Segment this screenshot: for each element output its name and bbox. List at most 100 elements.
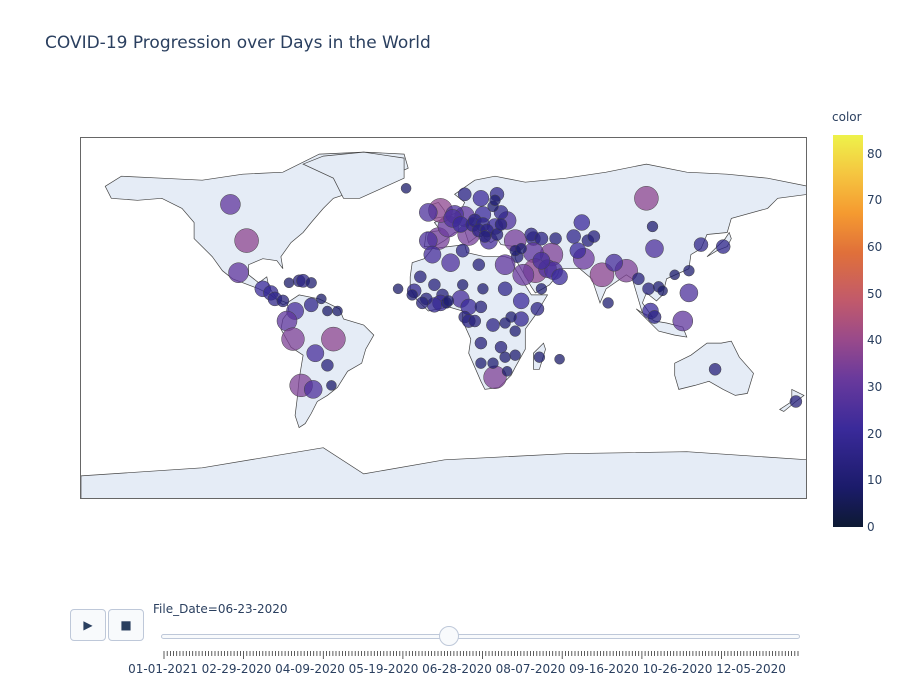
map-bubble[interactable]: [499, 317, 511, 329]
map-bubble[interactable]: [573, 214, 591, 231]
map-bubble[interactable]: [276, 294, 290, 308]
map-bubble[interactable]: [303, 297, 319, 313]
slider-tick-label[interactable]: 04-09-2020: [275, 662, 345, 676]
map-bubble[interactable]: [530, 302, 545, 316]
map-bubble[interactable]: [423, 245, 442, 264]
slider-tick-label[interactable]: 08-07-2020: [495, 662, 566, 676]
map-bubble[interactable]: [605, 253, 623, 272]
slider-tick-label[interactable]: 12-05-2020: [716, 662, 786, 676]
map-bubble[interactable]: [419, 203, 438, 222]
slider-tick-label[interactable]: 02-29-2020: [201, 662, 272, 676]
landmass: [104, 151, 409, 306]
map-bubble[interactable]: [494, 218, 508, 231]
map-bubble[interactable]: [587, 230, 601, 243]
slider-tick-label[interactable]: 01-01-2021: [128, 662, 198, 676]
map-bubble[interactable]: [321, 359, 334, 372]
slider-tick-label[interactable]: 09-16-2020: [569, 662, 639, 676]
map-bubble[interactable]: [534, 231, 549, 246]
map-bubble[interactable]: [489, 194, 501, 206]
world-map[interactable]: [80, 137, 807, 499]
map-bubble[interactable]: [392, 283, 404, 295]
slider-ticks: [163, 651, 799, 659]
map-bubble[interactable]: [442, 295, 455, 307]
map-bubble[interactable]: [602, 297, 614, 309]
map-bubble[interactable]: [441, 253, 460, 272]
map-bubble[interactable]: [708, 363, 722, 376]
map-bubble[interactable]: [281, 327, 305, 351]
map-bubble[interactable]: [566, 229, 581, 244]
map-bubble[interactable]: [455, 243, 470, 258]
map-bubble[interactable]: [693, 237, 709, 252]
map-bubble[interactable]: [416, 296, 429, 310]
map-bubble[interactable]: [303, 380, 323, 399]
map-bubble[interactable]: [326, 380, 337, 391]
map-bubble[interactable]: [321, 326, 346, 352]
map-bubble[interactable]: [474, 336, 488, 350]
map-bubble[interactable]: [474, 300, 488, 314]
map-bubble[interactable]: [428, 278, 441, 292]
map-bubble[interactable]: [499, 351, 511, 363]
map-bubble[interactable]: [497, 281, 513, 297]
map-bubble[interactable]: [657, 285, 668, 297]
play-icon: ▶: [83, 618, 93, 632]
map-bubble[interactable]: [322, 305, 333, 317]
map-bubble[interactable]: [457, 187, 472, 202]
map-bubble[interactable]: [509, 325, 521, 337]
map-bubble[interactable]: [512, 292, 530, 310]
map-bubble[interactable]: [472, 258, 486, 271]
map-bubble[interactable]: [457, 279, 469, 291]
map-bubble[interactable]: [509, 349, 521, 361]
slider-tick-label[interactable]: 05-19-2020: [348, 662, 419, 676]
slider-tick-label[interactable]: 06-28-2020: [422, 662, 492, 676]
map-bubble[interactable]: [468, 314, 482, 328]
map-bubble[interactable]: [512, 263, 535, 286]
colorbar: [833, 135, 863, 527]
map-bubble[interactable]: [475, 357, 487, 369]
slider-tick-label[interactable]: 10-26-2020: [642, 662, 713, 676]
map-bubble[interactable]: [316, 293, 327, 305]
slider-track[interactable]: [161, 634, 800, 639]
map-bubble[interactable]: [669, 269, 680, 281]
map-bubble[interactable]: [554, 353, 565, 365]
map-bubble[interactable]: [283, 277, 295, 289]
stop-button[interactable]: ■: [108, 609, 144, 641]
map-bubble[interactable]: [551, 268, 568, 286]
colorbar-tick-label: 30: [867, 380, 883, 394]
map-bubble[interactable]: [646, 220, 659, 233]
map-bubble[interactable]: [494, 254, 516, 275]
map-bubble[interactable]: [789, 395, 803, 408]
map-bubble[interactable]: [487, 357, 499, 369]
map-bubble[interactable]: [228, 262, 249, 283]
map-bubble[interactable]: [569, 242, 587, 259]
map-bubble[interactable]: [494, 340, 508, 354]
map-bubble[interactable]: [647, 310, 662, 324]
map-bubble[interactable]: [549, 232, 562, 245]
map-bubble[interactable]: [634, 186, 659, 211]
map-bubble[interactable]: [414, 270, 427, 284]
play-button[interactable]: ▶: [70, 609, 106, 641]
map-bubble[interactable]: [642, 282, 655, 296]
map-bubble[interactable]: [478, 230, 492, 243]
map-bubble[interactable]: [406, 289, 418, 301]
map-bubble[interactable]: [486, 318, 500, 332]
map-bubble[interactable]: [515, 242, 527, 255]
map-bubble[interactable]: [220, 194, 241, 215]
map-bubble[interactable]: [632, 272, 645, 286]
map-bubble[interactable]: [332, 305, 343, 317]
map-bubble[interactable]: [305, 277, 317, 289]
map-bubble[interactable]: [400, 183, 412, 194]
map-bubble[interactable]: [501, 366, 513, 377]
map-bubble[interactable]: [715, 239, 731, 254]
map-bubble[interactable]: [234, 228, 259, 253]
map-bubble[interactable]: [683, 265, 695, 277]
map-bubble[interactable]: [533, 351, 546, 363]
map-bubble[interactable]: [672, 310, 694, 332]
map-bubble[interactable]: [645, 239, 664, 258]
map-bubble[interactable]: [306, 344, 325, 363]
slider-handle[interactable]: [438, 626, 459, 646]
map-bubble[interactable]: [532, 251, 551, 270]
map-bubble[interactable]: [535, 283, 548, 295]
map-bubble[interactable]: [472, 190, 490, 207]
map-bubble[interactable]: [477, 283, 489, 295]
map-bubble[interactable]: [679, 283, 699, 303]
